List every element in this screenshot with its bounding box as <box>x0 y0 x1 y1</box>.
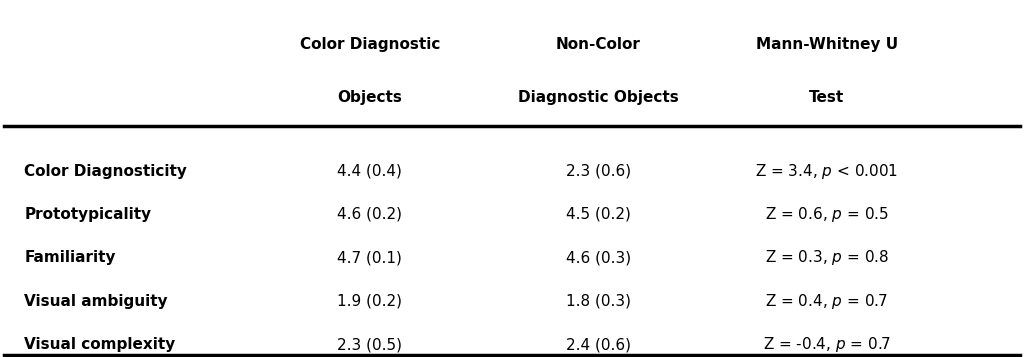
Text: 2.3 (0.5): 2.3 (0.5) <box>337 337 402 352</box>
Text: Z = -0.4, $p$ = 0.7: Z = -0.4, $p$ = 0.7 <box>763 335 891 354</box>
Text: Prototypicality: Prototypicality <box>25 207 152 222</box>
Text: 2.3 (0.6): 2.3 (0.6) <box>566 164 631 178</box>
Text: 4.6 (0.3): 4.6 (0.3) <box>566 250 631 265</box>
Text: Z = 0.6, $p$ = 0.5: Z = 0.6, $p$ = 0.5 <box>765 205 889 224</box>
Text: Color Diagnosticity: Color Diagnosticity <box>25 164 187 178</box>
Text: Test: Test <box>809 90 845 105</box>
Text: Visual complexity: Visual complexity <box>25 337 176 352</box>
Text: Visual ambiguity: Visual ambiguity <box>25 293 168 309</box>
Text: Non-Color: Non-Color <box>556 37 641 52</box>
Text: 4.4 (0.4): 4.4 (0.4) <box>337 164 402 178</box>
Text: 1.9 (0.2): 1.9 (0.2) <box>337 293 402 309</box>
Text: 4.6 (0.2): 4.6 (0.2) <box>337 207 402 222</box>
Text: 1.8 (0.3): 1.8 (0.3) <box>566 293 631 309</box>
Text: 4.7 (0.1): 4.7 (0.1) <box>337 250 402 265</box>
Text: Z = 0.3, $p$ = 0.8: Z = 0.3, $p$ = 0.8 <box>765 248 889 267</box>
Text: Mann-Whitney U: Mann-Whitney U <box>756 37 898 52</box>
Text: Z = 3.4, $p$ < 0.001: Z = 3.4, $p$ < 0.001 <box>756 161 898 181</box>
Text: Z = 0.4, $p$ = 0.7: Z = 0.4, $p$ = 0.7 <box>766 292 888 311</box>
Text: Objects: Objects <box>337 90 402 105</box>
Text: Diagnostic Objects: Diagnostic Objects <box>518 90 679 105</box>
Text: Color Diagnostic: Color Diagnostic <box>300 37 440 52</box>
Text: 2.4 (0.6): 2.4 (0.6) <box>566 337 631 352</box>
Text: Familiarity: Familiarity <box>25 250 116 265</box>
Text: 4.5 (0.2): 4.5 (0.2) <box>566 207 631 222</box>
